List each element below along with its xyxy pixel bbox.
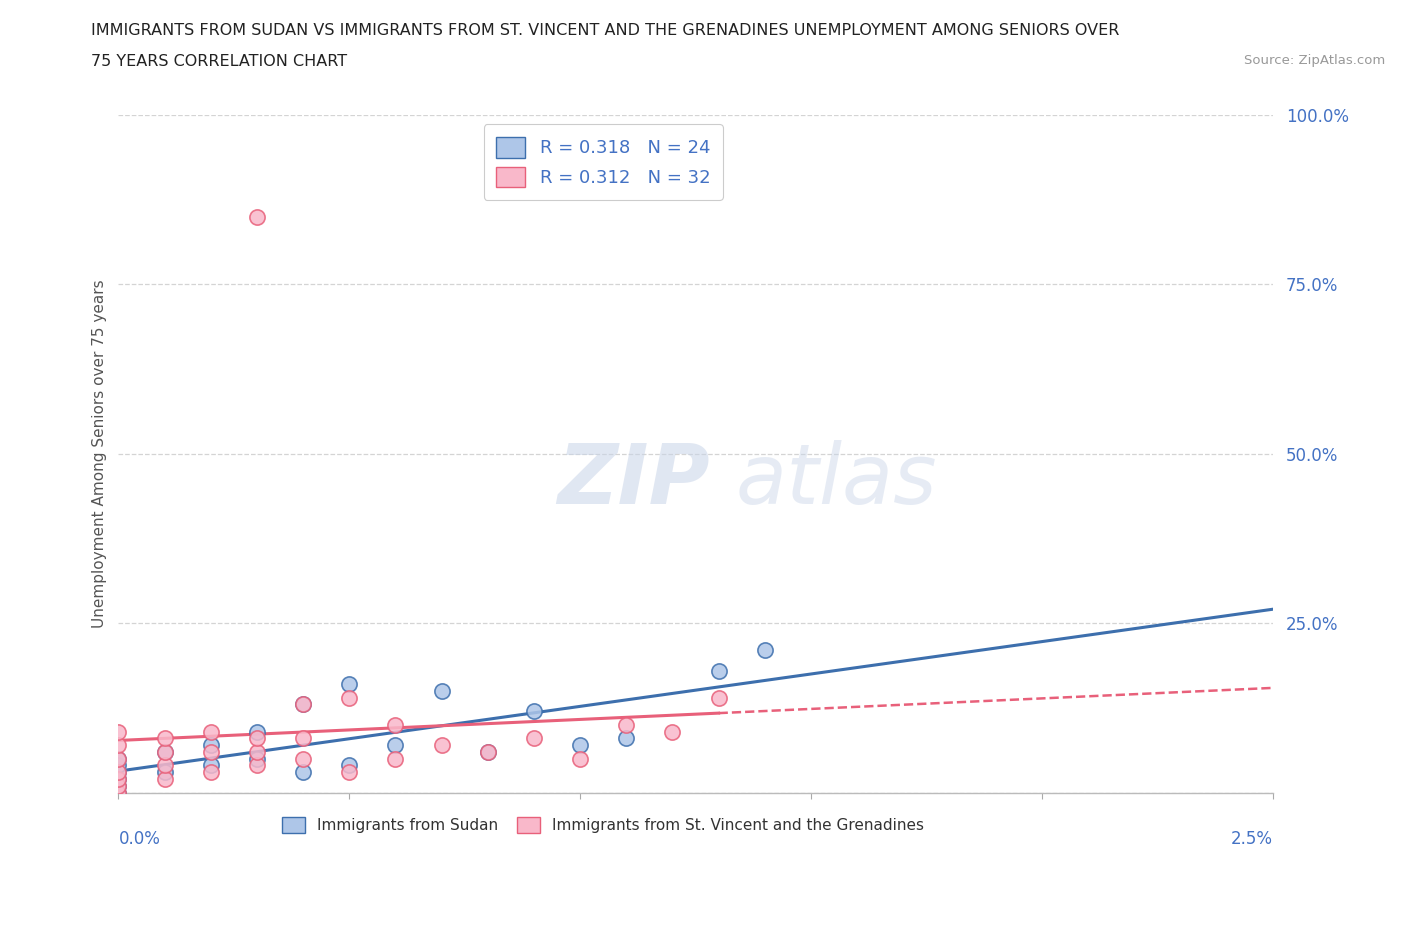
Point xyxy=(107,764,129,779)
Text: 75 YEARS CORRELATION CHART: 75 YEARS CORRELATION CHART xyxy=(91,54,347,69)
Point xyxy=(200,737,222,752)
Point xyxy=(754,643,776,658)
Point xyxy=(292,751,315,766)
Point xyxy=(107,785,129,800)
Point xyxy=(523,731,546,746)
Point xyxy=(246,744,269,759)
Point xyxy=(337,764,360,779)
Y-axis label: Unemployment Among Seniors over 75 years: Unemployment Among Seniors over 75 years xyxy=(93,279,107,628)
Point xyxy=(107,724,129,739)
Point xyxy=(569,737,592,752)
Point xyxy=(107,737,129,752)
Point xyxy=(153,731,176,746)
Point xyxy=(107,772,129,787)
Point xyxy=(153,772,176,787)
Point xyxy=(292,697,315,711)
Point xyxy=(614,717,637,732)
Point xyxy=(153,744,176,759)
Point xyxy=(292,731,315,746)
Point xyxy=(384,737,406,752)
Point xyxy=(153,764,176,779)
Point xyxy=(477,744,499,759)
Point xyxy=(337,677,360,692)
Point xyxy=(337,690,360,705)
Legend: Immigrants from Sudan, Immigrants from St. Vincent and the Grenadines: Immigrants from Sudan, Immigrants from S… xyxy=(276,811,931,839)
Point xyxy=(707,690,730,705)
Point xyxy=(384,717,406,732)
Point xyxy=(246,724,269,739)
Point xyxy=(477,744,499,759)
Point xyxy=(430,684,453,698)
Point xyxy=(107,758,129,773)
Point xyxy=(107,751,129,766)
Text: ZIP: ZIP xyxy=(557,441,710,522)
Point xyxy=(246,731,269,746)
Point xyxy=(246,751,269,766)
Point xyxy=(337,758,360,773)
Text: 2.5%: 2.5% xyxy=(1230,830,1272,848)
Point xyxy=(153,758,176,773)
Text: atlas: atlas xyxy=(735,441,938,522)
Point xyxy=(107,751,129,766)
Point xyxy=(707,663,730,678)
Point xyxy=(430,737,453,752)
Point xyxy=(153,744,176,759)
Text: IMMIGRANTS FROM SUDAN VS IMMIGRANTS FROM ST. VINCENT AND THE GRENADINES UNEMPLOY: IMMIGRANTS FROM SUDAN VS IMMIGRANTS FROM… xyxy=(91,23,1119,38)
Point xyxy=(107,764,129,779)
Point xyxy=(246,209,269,224)
Point xyxy=(523,704,546,719)
Text: 0.0%: 0.0% xyxy=(118,830,160,848)
Point xyxy=(246,758,269,773)
Point xyxy=(200,724,222,739)
Point xyxy=(384,751,406,766)
Point xyxy=(569,751,592,766)
Point xyxy=(661,724,683,739)
Point xyxy=(614,731,637,746)
Point xyxy=(200,744,222,759)
Point xyxy=(292,764,315,779)
Point xyxy=(107,772,129,787)
Point xyxy=(200,758,222,773)
Point xyxy=(200,764,222,779)
Point xyxy=(107,785,129,800)
Point xyxy=(107,778,129,793)
Point xyxy=(107,778,129,793)
Text: Source: ZipAtlas.com: Source: ZipAtlas.com xyxy=(1244,54,1385,67)
Point xyxy=(292,697,315,711)
